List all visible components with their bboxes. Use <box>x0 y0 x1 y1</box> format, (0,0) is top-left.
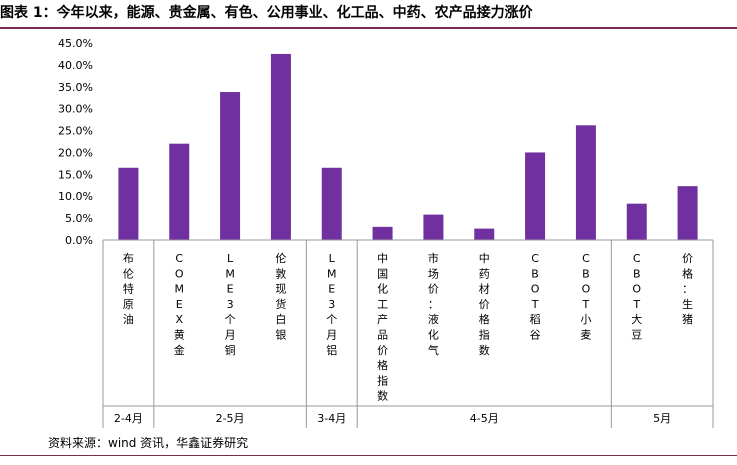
figure-title: 图表 1：今年以来，能源、贵金属、有色、公用事业、化工品、中药、农产品接力涨价 <box>0 5 533 21</box>
category-label: L M E 3 个月铝 <box>326 252 337 357</box>
bar <box>626 203 647 240</box>
category-label: 中药材价格指数 <box>479 252 490 357</box>
bar-chart: 0.0% 5.0% 10.0% 15.0% 20.0% 25.0% 30.0% 35.0% 40… <box>58 37 714 428</box>
bar <box>372 226 393 240</box>
category-label: C B O T 小麦 <box>580 252 591 342</box>
group-label: 5月 <box>653 412 671 425</box>
y-tick-label: 35.0% <box>58 81 93 94</box>
y-tick-label: 20.0% <box>58 146 93 159</box>
group-labels: 2-4月 2-5月 3-4月 4-5月 5月 <box>114 412 671 425</box>
y-tick-label: 45.0% <box>58 37 93 50</box>
bar <box>423 214 444 240</box>
bar <box>169 143 190 240</box>
y-tick-label: 15.0% <box>58 168 93 181</box>
category-labels: 布伦特原油 C O M E X 黄金 L M E 3 个月铜 伦敦现货白银 L M E 3 个月铝 中国化工产品价格… <box>123 251 693 403</box>
category-label: 中国化工产品价格指数 <box>377 252 388 403</box>
bars <box>118 53 698 240</box>
bar <box>118 167 139 240</box>
category-label: 布伦特原油 <box>123 252 134 326</box>
title-rule <box>0 27 737 29</box>
bar <box>474 228 495 240</box>
bar <box>270 53 291 240</box>
source-note: 资料来源：wind 资讯，华鑫证券研究 <box>48 436 249 450</box>
y-tick-label: 5.0% <box>65 212 93 225</box>
category-label: L M E 3 个月铜 <box>225 252 236 357</box>
bar <box>677 186 698 240</box>
y-tick-label: 30.0% <box>58 103 93 116</box>
y-tick-label: 0.0% <box>65 234 93 247</box>
category-label: 价格：生猪 <box>682 252 693 326</box>
y-tick-label: 40.0% <box>58 59 93 72</box>
group-label: 3-4月 <box>317 412 346 425</box>
category-label: C O M E X 黄金 <box>174 252 185 357</box>
group-label: 4-5月 <box>470 412 499 425</box>
group-label: 2-5月 <box>216 412 245 425</box>
y-tick-label: 25.0% <box>58 125 93 138</box>
category-label: C B O T 大豆 <box>631 252 642 342</box>
bar <box>525 152 546 240</box>
bar <box>575 125 596 240</box>
category-axis <box>102 239 714 428</box>
category-label: 市场价：液化气 <box>428 251 439 357</box>
bar <box>321 167 342 240</box>
bottom-rule <box>0 455 737 456</box>
category-label: 伦敦现货白银 <box>275 251 286 342</box>
y-axis-ticks: 0.0% 5.0% 10.0% 15.0% 20.0% 25.0% 30.0% 35.0% 40… <box>58 37 93 247</box>
y-tick-label: 10.0% <box>58 190 93 203</box>
category-label: C B O T 稻谷 <box>530 252 541 342</box>
group-label: 2-4月 <box>114 412 143 425</box>
bar <box>220 92 241 240</box>
